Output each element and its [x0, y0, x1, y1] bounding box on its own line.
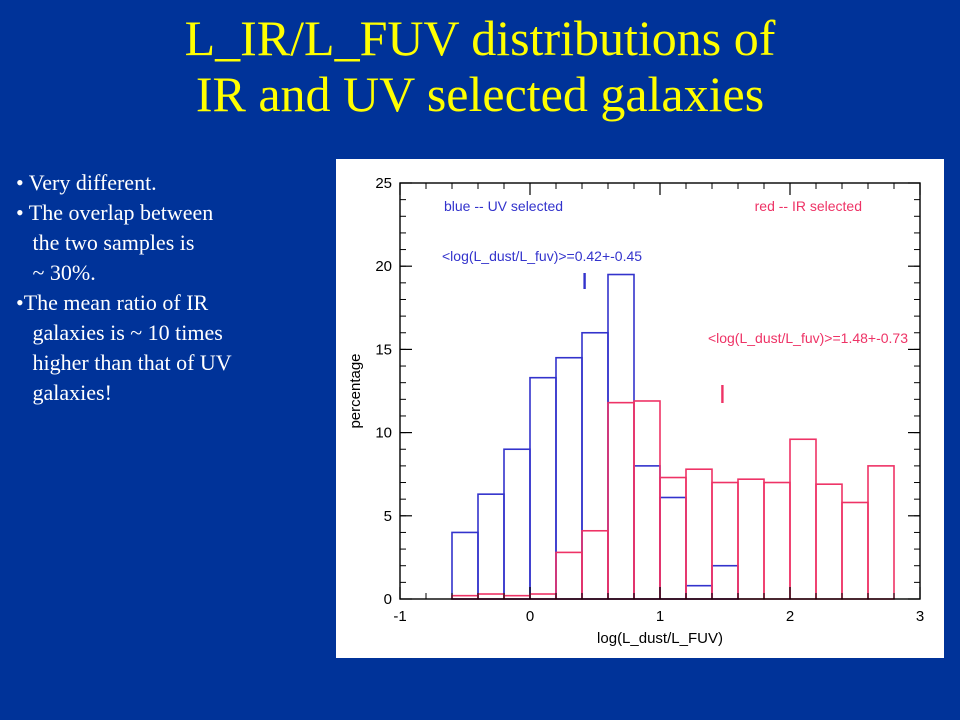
histogram-bar	[477, 493, 505, 600]
y-axis-label: percentage	[347, 353, 364, 428]
x-tick-label: 0	[526, 608, 534, 625]
histogram-chart: -1 0 1 2 30510152025log(L_dust/L_FUV)percent…	[347, 175, 924, 647]
bullet-line: • Very different.	[16, 170, 157, 195]
y-tick-label: 5	[384, 508, 392, 525]
x-tick-label: 3	[916, 608, 924, 625]
histogram-bar	[555, 551, 583, 600]
histogram-bar	[529, 593, 557, 600]
histogram-bar	[633, 465, 661, 600]
histogram-bar	[737, 478, 765, 600]
title-line-2: IR and UV selected galaxies	[195, 66, 765, 122]
bullet-line: the two samples is	[16, 230, 195, 255]
histogram-bar	[711, 564, 739, 600]
histogram-bar	[685, 468, 713, 600]
bullet-line: ~ 30%.	[16, 260, 96, 285]
x-tick-label: 1	[656, 608, 664, 625]
bullet-line: • The overlap between	[16, 200, 214, 225]
y-tick-label: 10	[375, 425, 392, 442]
y-tick-label: 0	[384, 591, 392, 608]
histogram-bar	[607, 401, 635, 600]
histogram-bar	[867, 465, 895, 600]
histogram-bar	[477, 593, 505, 600]
histogram-bar	[529, 376, 557, 600]
bullet-line: galaxies is ~ 10 times	[16, 320, 223, 345]
x-tick-label: -1	[393, 608, 406, 625]
histogram-bar	[789, 438, 817, 600]
bullet-line: •The mean ratio of IR	[16, 290, 209, 315]
chart-annotation: <log(L_dust/L_fuv)>=0.42+-0.45	[442, 248, 642, 264]
histogram-bar	[555, 356, 583, 600]
bullet-line: galaxies!	[16, 380, 112, 405]
histogram-bar	[841, 501, 869, 600]
histogram-bar	[763, 481, 791, 600]
histogram-bar	[815, 483, 843, 600]
chart-annotation: blue -- UV selected	[444, 198, 563, 214]
y-tick-label: 20	[375, 258, 392, 275]
histogram-bar	[659, 496, 687, 600]
x-axis-label: log(L_dust/L_FUV)	[597, 630, 723, 647]
histogram-bar	[503, 448, 531, 600]
y-tick-label: 25	[375, 175, 392, 192]
title-line-1: L_IR/L_FUV distributions of	[184, 10, 776, 66]
histogram-bar	[581, 331, 609, 600]
histogram-bar	[685, 584, 713, 600]
bullet-line: higher than that of UV	[16, 350, 232, 375]
histogram-bar	[633, 400, 661, 600]
histogram-bar	[581, 529, 609, 600]
x-tick-label: 2	[786, 608, 794, 625]
bullet-list: • Very different. • The overlap between …	[16, 168, 336, 408]
slide-title: L_IR/L_FUV distributions of IR and UV se…	[0, 10, 960, 122]
histogram-bar	[451, 531, 479, 600]
chart-annotation: <log(L_dust/L_fuv)>=1.48+-0.73	[708, 330, 908, 346]
histogram-bar	[659, 476, 687, 600]
chart-annotation: red -- IR selected	[755, 198, 862, 214]
y-tick-label: 15	[375, 341, 392, 358]
chart-panel: -1 0 1 2 3 0 5 10 15 20 25 log(L_dust/L_FUV) percent…	[336, 159, 944, 658]
histogram-bar	[711, 481, 739, 600]
histogram-bar	[607, 273, 635, 600]
